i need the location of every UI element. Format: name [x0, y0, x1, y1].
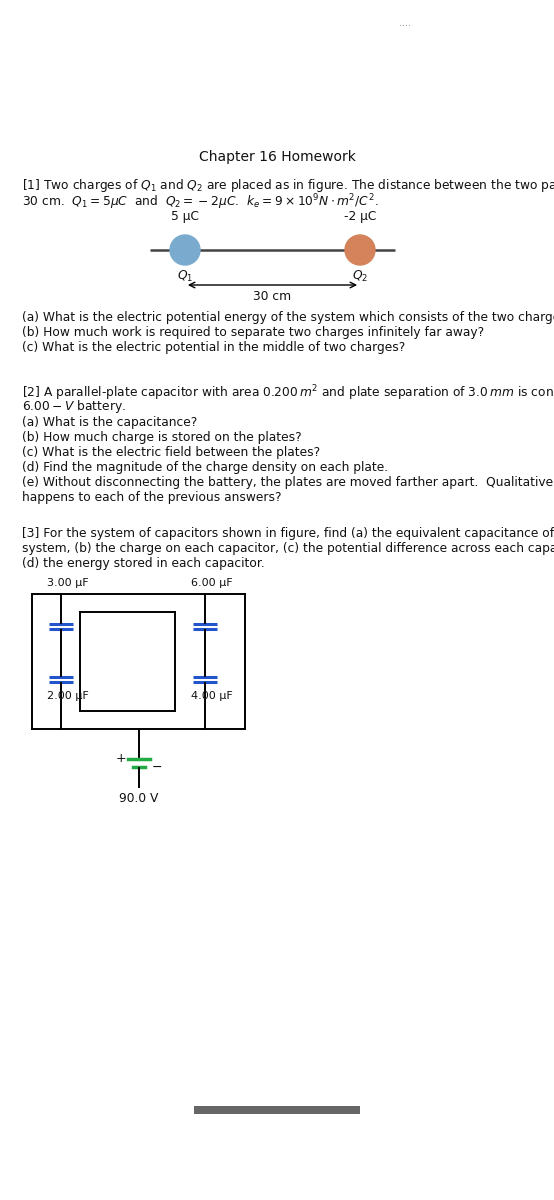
Text: $Q_2$: $Q_2$ — [352, 269, 368, 284]
Text: 6.00 μF: 6.00 μF — [191, 578, 233, 588]
Text: 3.00 μF: 3.00 μF — [47, 578, 89, 588]
Text: $Q_1$: $Q_1$ — [177, 269, 193, 284]
Text: $6.00-V$ battery.: $6.00-V$ battery. — [22, 398, 126, 415]
Text: [1] Two charges of $Q_1$ and $Q_2$ are placed as in figure. The distance between: [1] Two charges of $Q_1$ and $Q_2$ are p… — [22, 176, 554, 194]
Text: (a) What is the electric potential energy of the system which consists of the tw: (a) What is the electric potential energ… — [22, 311, 554, 324]
Text: (d) the energy stored in each capacitor.: (d) the energy stored in each capacitor. — [22, 557, 265, 570]
Text: ⬆: ⬆ — [492, 78, 505, 92]
Text: 6:51: 6:51 — [40, 14, 85, 32]
Text: +: + — [115, 752, 126, 766]
Text: [3] For the system of capacitors shown in figure, find (a) the equivalent capaci: [3] For the system of capacitors shown i… — [22, 527, 554, 540]
Circle shape — [345, 235, 375, 265]
Text: 5 μC: 5 μC — [171, 210, 199, 223]
Text: Done  2017-2-ST-물리2-16장 과제.pdf: Done 2017-2-ST-물리2-16장 과제.pdf — [22, 74, 330, 92]
Text: ....: .... — [399, 18, 411, 28]
Text: (c) What is the electric field between the plates?: (c) What is the electric field between t… — [22, 446, 320, 458]
Circle shape — [170, 235, 200, 265]
Text: 2.00 μF: 2.00 μF — [47, 691, 89, 701]
Text: happens to each of the previous answers?: happens to each of the previous answers? — [22, 491, 281, 504]
Text: 90.0 V: 90.0 V — [119, 792, 158, 805]
Text: (e) Without disconnecting the battery, the plates are moved farther apart.  Qual: (e) Without disconnecting the battery, t… — [22, 476, 554, 490]
Text: (c) What is the electric potential in the middle of two charges?: (c) What is the electric potential in th… — [22, 341, 405, 354]
Text: [2] A parallel-plate capacitor with area $0.200\,m^2$ and plate separation of $3: [2] A parallel-plate capacitor with area… — [22, 383, 554, 403]
Text: 4.00 μF: 4.00 μF — [191, 691, 233, 701]
Text: 30 cm.  $Q_1 = 5\mu C$  and  $Q_2 = -2\mu C$.  $k_e = 9\times10^9 N \cdot m^2/C^: 30 cm. $Q_1 = 5\mu C$ and $Q_2 = -2\mu C… — [22, 192, 378, 211]
Text: Chapter 16 Homework: Chapter 16 Homework — [198, 150, 356, 164]
Bar — [485, 10, 524, 38]
Text: 30 cm: 30 cm — [253, 290, 291, 302]
Text: ◕: ◕ — [437, 16, 450, 30]
Text: system, (b) the charge on each capacitor, (c) the potential difference across ea: system, (b) the charge on each capacitor… — [22, 542, 554, 554]
Text: (a) What is the capacitance?: (a) What is the capacitance? — [22, 416, 197, 428]
Text: (d) Find the magnitude of the charge density on each plate.: (d) Find the magnitude of the charge den… — [22, 461, 388, 474]
Text: (b) How much charge is stored on the plates?: (b) How much charge is stored on the pla… — [22, 431, 301, 444]
Bar — [194, 1105, 360, 1114]
Bar — [524, 18, 526, 30]
Text: −: − — [151, 761, 162, 774]
Text: -2 μC: -2 μC — [344, 210, 376, 223]
Bar — [487, 12, 508, 36]
Text: (b) How much work is required to separate two charges infinitely far away?: (b) How much work is required to separat… — [22, 326, 484, 338]
Bar — [486, 73, 511, 97]
